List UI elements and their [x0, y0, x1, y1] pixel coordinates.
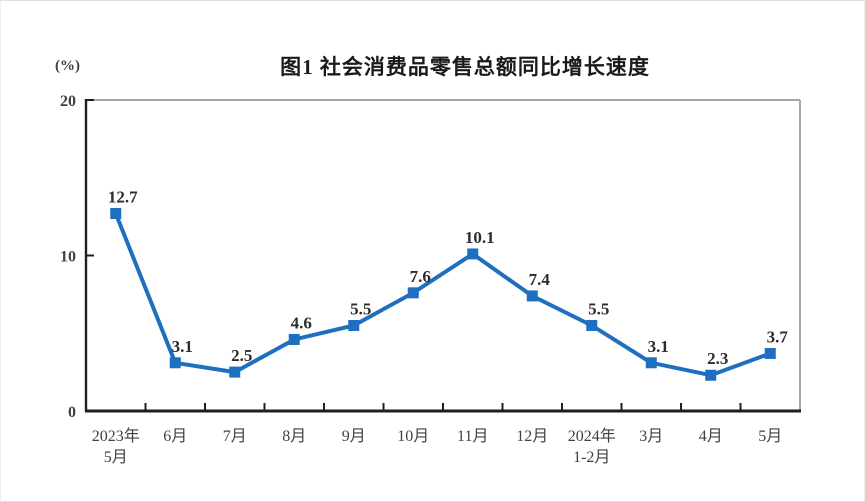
data-value-label: 4.6 — [291, 313, 312, 332]
data-value-label: 2.5 — [231, 346, 252, 365]
data-point-marker — [705, 369, 717, 381]
x-axis-tick-label: 11月 — [457, 428, 488, 445]
data-value-label: 10.1 — [465, 228, 495, 247]
data-point-marker — [764, 347, 776, 359]
data-line — [113, 211, 773, 378]
x-axis-tick-label: 9月 — [342, 428, 366, 445]
data-point-marker — [110, 208, 122, 220]
chart-title: 图1 社会消费品零售总额同比增长速度 — [280, 55, 650, 79]
x-axis-tick-label: 10月 — [397, 428, 429, 445]
x-axis-tick-label: 6月 — [163, 428, 187, 445]
y-axis-tick-label: 10 — [60, 249, 76, 266]
data-point-marker — [467, 248, 479, 260]
data-value-label: 3.1 — [172, 337, 193, 356]
data-point-marker — [526, 290, 538, 302]
data-value-label: 5.5 — [588, 299, 609, 318]
x-axis-tick-label: 2024年 — [568, 427, 616, 445]
data-value-label: 3.7 — [767, 327, 789, 346]
x-axis-tick-label: 5月 — [758, 428, 782, 445]
data-point-marker — [586, 319, 598, 331]
x-axis-tick-label: 8月 — [282, 428, 306, 445]
data-value-label: 3.1 — [648, 337, 669, 356]
data-value-label: 7.6 — [410, 267, 431, 286]
data-point-marker — [169, 357, 181, 369]
x-axis-tick-label: 4月 — [699, 428, 723, 445]
data-point-marker — [407, 287, 419, 299]
x-axis-tick-label: 12月 — [516, 428, 548, 445]
x-axis-tick-label: 1-2月 — [573, 449, 610, 466]
data-point-marker — [348, 319, 360, 331]
data-value-label: 2.3 — [707, 349, 728, 368]
x-axis-tick-label: 5月 — [104, 449, 128, 466]
data-value-label: 12.7 — [108, 188, 138, 207]
x-axis-tick-label: 3月 — [639, 428, 663, 445]
data-point-marker — [288, 333, 300, 345]
data-value-label: 7.4 — [529, 270, 551, 289]
data-point-marker — [645, 357, 657, 369]
y-axis-tick-label: 20 — [60, 93, 76, 110]
y-axis-unit-label: (%) — [55, 58, 80, 74]
y-axis-tick-label: 0 — [68, 404, 76, 421]
data-value-label: 5.5 — [350, 299, 371, 318]
x-axis-tick-label: 2023年 — [92, 427, 140, 445]
data-point-marker — [229, 366, 241, 378]
x-axis-tick-label: 7月 — [223, 428, 247, 445]
